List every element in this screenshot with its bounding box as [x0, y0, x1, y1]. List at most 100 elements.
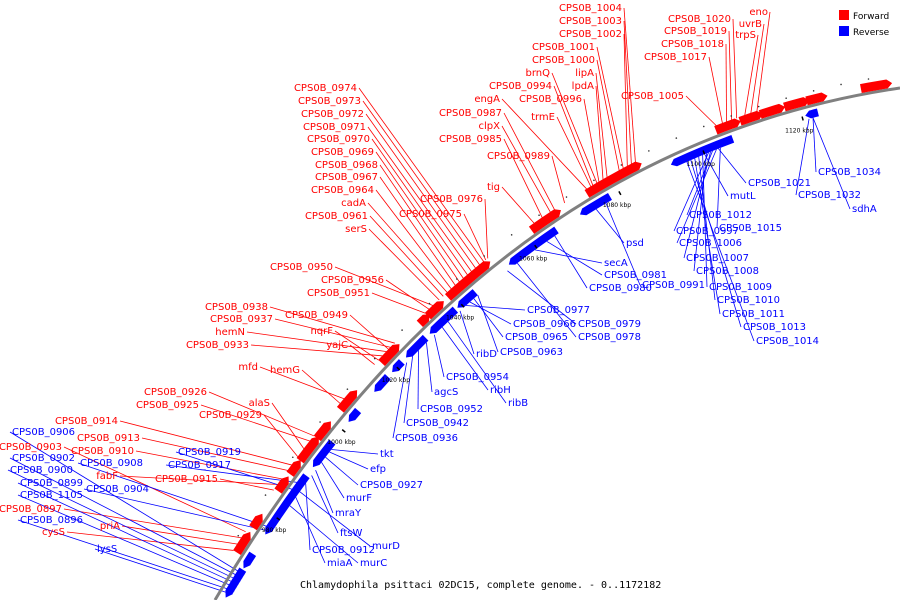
minor-tick-dot	[565, 196, 568, 198]
leader-line	[77, 462, 275, 530]
leader-line	[465, 305, 526, 311]
reverse-gene	[348, 407, 362, 422]
leader-line	[9, 457, 243, 579]
gene-label-reverse-10: CPS0B_0917	[168, 460, 231, 471]
gene-label-forward-41: CPS0B_0951	[307, 288, 370, 299]
leader-line	[141, 437, 289, 471]
legend-reverse-swatch	[839, 26, 849, 36]
leader-line	[447, 321, 507, 404]
leader-line	[554, 235, 588, 289]
reverse-gene	[429, 306, 459, 334]
reverse-gene	[405, 334, 429, 358]
forward-gene	[783, 97, 810, 112]
leader-line	[334, 330, 379, 361]
forward-gene	[424, 301, 444, 320]
gene-label-reverse-0: CPS0B_0906	[12, 427, 75, 438]
minor-tick-dot	[867, 78, 870, 80]
gene-label-forward-17: CPS0B_1018	[661, 39, 724, 50]
legend: Forward Reverse	[839, 10, 890, 38]
tick-label: 1040 kbp	[446, 314, 474, 321]
gene-label-reverse-51: CPS0B_1013	[743, 322, 806, 333]
gene-label-forward-29: CPS0B_0970	[307, 134, 370, 145]
minor-tick-dot	[401, 329, 403, 331]
tick-label: 980 kbp	[262, 527, 287, 534]
forward-gene	[528, 209, 561, 234]
gene-labels: CPS0B_1004 CPS0B_1003 CPS0B_1002 CPS0B_1001…	[0, 3, 881, 569]
leader-line	[583, 98, 600, 183]
gene-label-reverse-35: secA	[604, 258, 628, 269]
leader-line	[477, 295, 499, 353]
minor-tick-dot	[620, 164, 623, 166]
tick-label: 1000 kbp	[327, 439, 355, 446]
forward-gene	[313, 421, 331, 442]
gene-label-forward-60: CPS0B_0915	[155, 474, 218, 485]
leader-line	[385, 279, 430, 310]
forward-gene	[738, 110, 763, 126]
leader-line	[246, 331, 387, 353]
leader-line	[392, 362, 408, 439]
gene-label-forward-18: CPS0B_1017	[644, 52, 707, 63]
leader-line	[690, 159, 742, 328]
leader-line	[473, 298, 504, 338]
gene-label-reverse-25: CPS0B_0954	[446, 372, 509, 383]
gene-label-reverse-24: agcS	[434, 387, 458, 398]
gene-label-reverse-36: CPS0B_0981	[604, 270, 667, 281]
gene-label-forward-8: CPS0B_0987	[439, 108, 502, 119]
leader-line	[534, 249, 603, 264]
forward-gene	[444, 261, 491, 301]
leader-line	[595, 72, 608, 178]
gene-label-reverse-38: psd	[626, 238, 644, 249]
map-title: Chlamydophila psittaci 02DC15, complete …	[300, 580, 661, 591]
leader-line	[362, 100, 480, 266]
gene-label-reverse-33: CPS0B_0979	[578, 319, 641, 330]
gene-label-reverse-12: efp	[370, 464, 386, 475]
gene-label-forward-32: CPS0B_0967	[315, 172, 378, 183]
gene-label-forward-15: CPS0B_1020	[668, 14, 731, 25]
gene-label-forward-25: CPS0B_0974	[294, 83, 357, 94]
leader-line	[503, 138, 543, 218]
leader-line	[299, 491, 371, 547]
leader-line	[119, 475, 278, 485]
minor-tick-dot	[456, 278, 458, 280]
major-tick	[801, 116, 804, 121]
leader-line	[551, 155, 565, 204]
gene-label-forward-44: hemN	[215, 327, 245, 338]
gene-label-forward-52: CPS0B_0925	[136, 400, 199, 411]
gene-label-forward-61: CPS0B_0897	[0, 504, 62, 515]
gene-label-reverse-52: CPS0B_1014	[756, 336, 819, 347]
genome-backbone	[213, 86, 900, 600]
forward-gene	[274, 476, 289, 494]
leader-line	[66, 531, 234, 551]
leader-line	[507, 270, 577, 325]
minor-tick-dot	[593, 179, 595, 182]
gene-label-reverse-27: ribB	[508, 398, 528, 409]
minor-tick-dot	[757, 105, 760, 108]
leader-line	[623, 20, 632, 165]
forward-gene	[378, 344, 400, 366]
leader-line	[365, 113, 476, 269]
reverse-gene	[508, 226, 559, 265]
gene-label-reverse-30: CPS0B_0966	[513, 319, 576, 330]
gene-label-reverse-32: CPS0B_0963	[500, 347, 563, 358]
gene-label-reverse-4: CPS0B_0899	[20, 478, 83, 489]
gene-label-forward-13: uvrB	[739, 19, 762, 30]
gene-label-forward-19: lipA	[575, 68, 594, 79]
gene-label-forward-58: CPS0B_0910	[71, 446, 134, 457]
reverse-gene	[670, 135, 735, 167]
leader-line	[503, 112, 555, 210]
leader-line	[7, 469, 241, 582]
gene-label-reverse-5: CPS0B_0904	[86, 484, 149, 495]
leader-line	[623, 33, 628, 167]
leader-line	[135, 450, 282, 480]
gene-label-forward-21: CPS0B_0996	[519, 94, 582, 105]
reverse-gene	[457, 289, 478, 308]
legend-forward-label: Forward	[853, 12, 889, 22]
minor-tick-dot	[319, 421, 321, 423]
leader-line	[375, 189, 452, 290]
leader-line	[595, 85, 604, 180]
gene-label-reverse-3: CPS0B_0900	[10, 465, 73, 476]
leader-line	[334, 266, 434, 306]
leader-line	[375, 151, 464, 279]
leader-line	[553, 85, 594, 186]
major-tick	[276, 517, 281, 521]
